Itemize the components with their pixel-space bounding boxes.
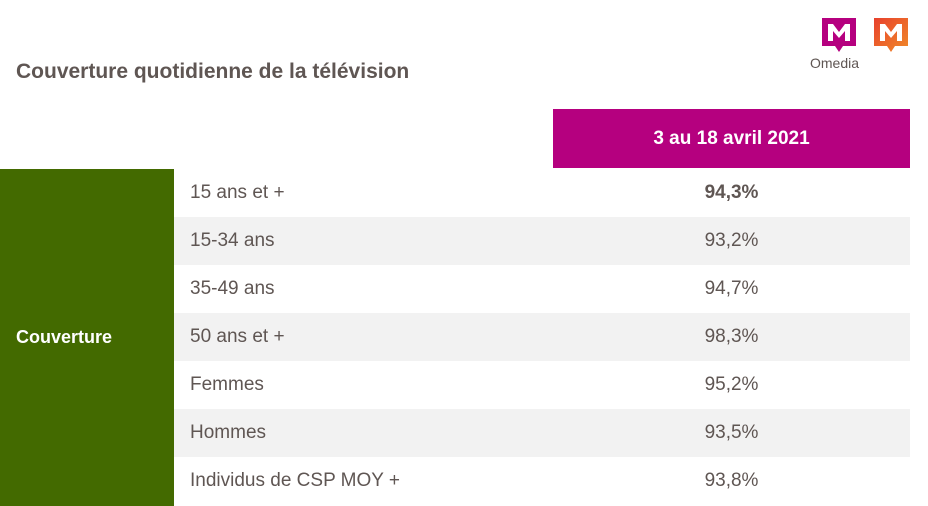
logo-text: Omedia [810,55,860,71]
row-label: 15 ans et + [190,182,285,203]
row-value: 94,3% [704,182,759,203]
row-label: Femmes [190,374,264,395]
row-label: Individus de CSP MOY + [190,470,400,491]
period-header: 3 au 18 avril 2021 [553,109,910,168]
table-row: Individus de CSP MOY + 93,8% [174,457,910,505]
table-row: 50 ans et + 98,3% [174,313,910,361]
row-label: 15-34 ans [190,230,275,251]
table-row: 15-34 ans 93,2% [174,217,910,265]
table-row: Hommes 93,5% [174,409,910,457]
m-logo-red-icon [874,18,908,52]
page-title: Couverture quotidienne de la télévision [16,60,410,83]
row-value: 93,2% [704,230,759,251]
row-label: 50 ans et + [190,326,285,347]
table-row: Femmes 95,2% [174,361,910,409]
row-value: 98,3% [704,326,759,347]
row-value: 94,7% [704,278,759,299]
side-label: Couverture [0,169,174,506]
table-row: 35-49 ans 94,7% [174,265,910,313]
row-value: 95,2% [704,374,759,395]
table-row: 15 ans et + 94,3% [174,169,910,217]
row-value: 93,8% [704,470,759,491]
row-label: Hommes [190,422,267,443]
row-label: 35-49 ans [190,278,275,299]
m-logo-magenta-icon [822,18,856,52]
data-table: 15 ans et + 94,3% 15-34 ans 93,2% 35-49 … [174,169,910,505]
omedia-logo: Omedia [806,18,916,74]
row-value: 93,5% [704,422,759,443]
